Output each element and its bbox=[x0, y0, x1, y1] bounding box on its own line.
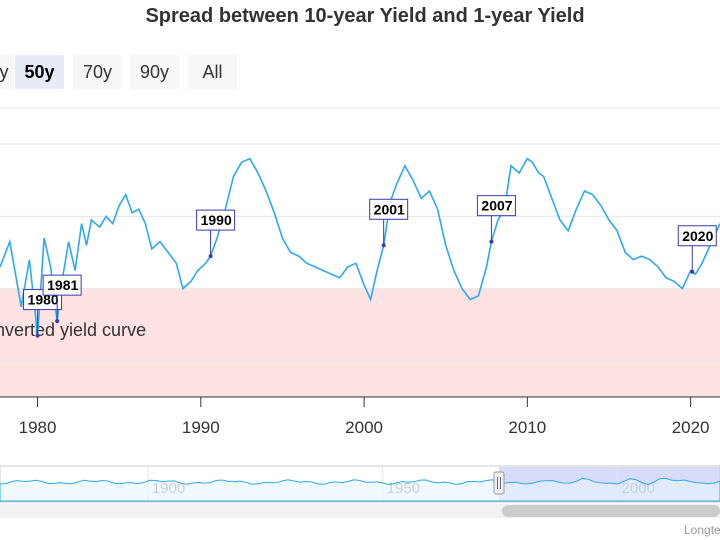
flag-1981[interactable]: 1981 bbox=[42, 274, 82, 324]
credits-text[interactable]: Longtermtrends bbox=[684, 523, 720, 537]
flag-box bbox=[677, 225, 717, 247]
inverted-yield-label: Inverted yield curve bbox=[0, 320, 146, 340]
flag-label: 1981 bbox=[47, 277, 78, 293]
range-button-50y[interactable]: 50y bbox=[15, 55, 64, 89]
spread-series-line[interactable] bbox=[0, 157, 720, 336]
flag-point bbox=[208, 254, 213, 259]
chart-title: Spread between 10-year Yield and 1-year … bbox=[145, 5, 585, 27]
flag-2007[interactable]: 2007 bbox=[476, 195, 516, 244]
range-button-90y[interactable]: 90y bbox=[130, 55, 179, 89]
flag-box bbox=[196, 209, 236, 231]
x-tick-label: 2010 bbox=[508, 418, 546, 437]
navigator-series bbox=[0, 477, 720, 502]
flag-box bbox=[42, 274, 82, 296]
x-tick-label: 2000 bbox=[345, 418, 383, 437]
grid-lines bbox=[0, 143, 720, 362]
flag-point bbox=[55, 319, 60, 324]
flag-2001[interactable]: 2001 bbox=[369, 198, 409, 248]
flag-2020[interactable]: 2020 bbox=[677, 225, 717, 274]
flag-box bbox=[476, 195, 516, 217]
x-tick-label: 1990 bbox=[182, 418, 220, 437]
range-button-70y[interactable]: 70y bbox=[73, 55, 122, 89]
inverted-yield-band bbox=[0, 288, 720, 397]
flag-1990[interactable]: 1990 bbox=[196, 209, 236, 259]
navigator[interactable]: 190019502000 bbox=[0, 465, 720, 503]
x-axis-ticks: 1980 1990 2000 2010 2020 bbox=[19, 397, 710, 437]
x-tick-label: 2020 bbox=[672, 418, 710, 437]
flag-box bbox=[369, 198, 409, 220]
flag-point bbox=[35, 333, 40, 338]
navigator-left-handle[interactable] bbox=[493, 471, 505, 495]
flag-label: 2020 bbox=[682, 228, 713, 244]
flag-point bbox=[381, 243, 386, 248]
x-tick-label: 1980 bbox=[19, 418, 57, 437]
scrollbar-thumb[interactable] bbox=[502, 505, 720, 517]
range-button-all[interactable]: All bbox=[188, 55, 237, 89]
flag-label: 2001 bbox=[374, 201, 405, 217]
flag-label: 2007 bbox=[481, 198, 512, 214]
flag-point bbox=[489, 239, 494, 244]
flag-point bbox=[690, 269, 695, 274]
range-button-30y[interactable]: 30y bbox=[0, 55, 14, 89]
flag-label: 1990 bbox=[201, 212, 232, 228]
